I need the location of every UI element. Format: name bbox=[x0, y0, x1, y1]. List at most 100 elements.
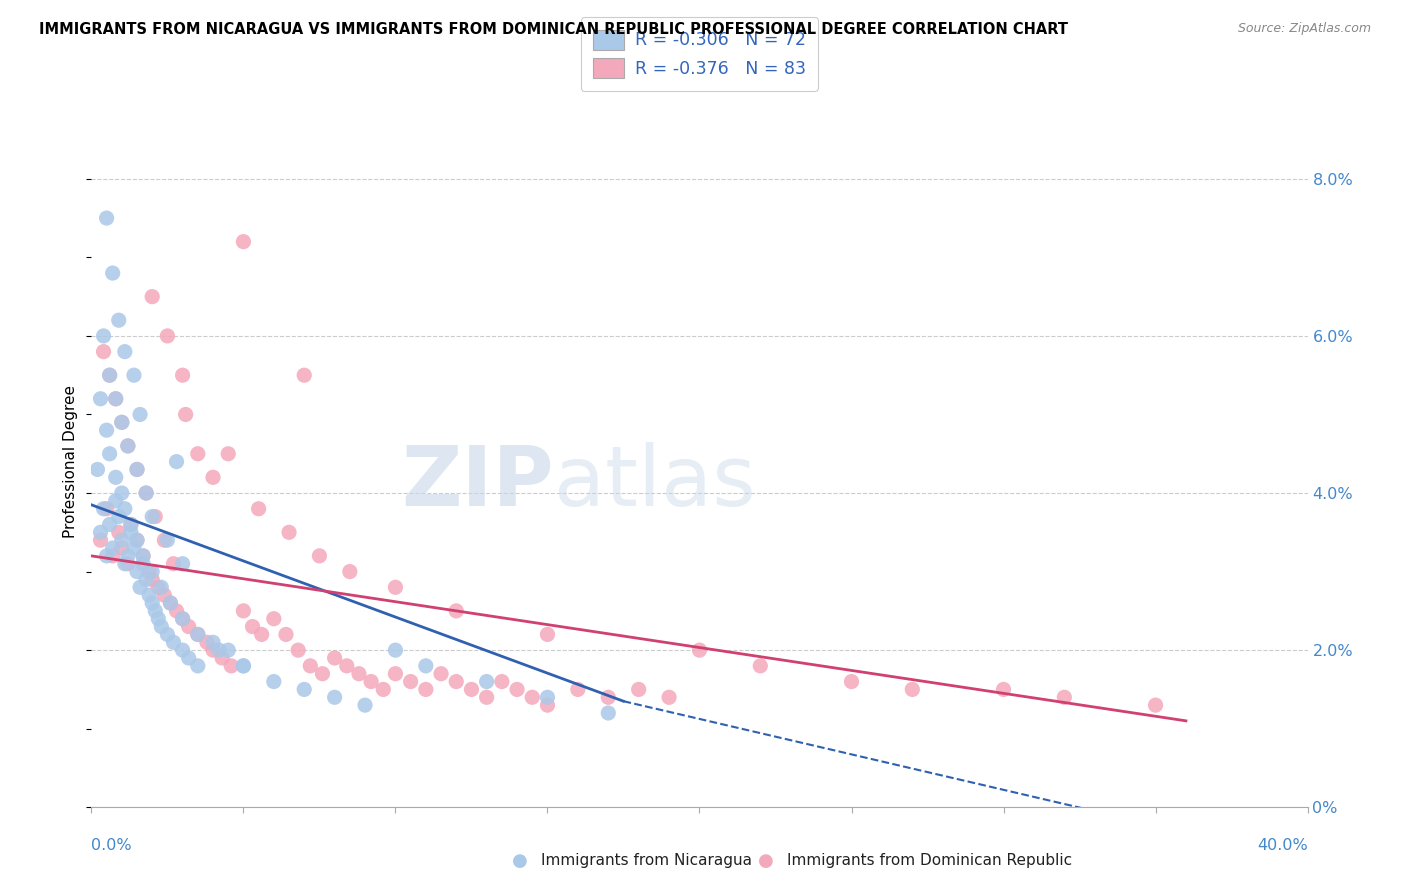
Point bbox=[384, 580, 406, 594]
Text: ●: ● bbox=[758, 852, 775, 870]
Point bbox=[219, 658, 242, 673]
Point bbox=[299, 658, 322, 673]
Point bbox=[107, 525, 129, 540]
Point bbox=[536, 698, 558, 713]
Point bbox=[250, 627, 273, 641]
Point bbox=[430, 666, 453, 681]
Point bbox=[172, 643, 194, 657]
Point bbox=[159, 596, 181, 610]
Text: ZIP: ZIP bbox=[401, 442, 554, 523]
Point bbox=[217, 447, 239, 461]
Point bbox=[114, 344, 136, 359]
Point bbox=[89, 533, 111, 548]
Point bbox=[287, 643, 309, 657]
Point bbox=[354, 698, 377, 713]
Point bbox=[415, 682, 437, 697]
Point bbox=[93, 501, 115, 516]
Point bbox=[347, 666, 370, 681]
Point bbox=[96, 423, 118, 437]
Point bbox=[308, 549, 330, 563]
Point bbox=[187, 627, 209, 641]
Point bbox=[125, 565, 148, 579]
Point bbox=[156, 329, 179, 343]
Point bbox=[627, 682, 650, 697]
Point bbox=[311, 666, 333, 681]
Point bbox=[1053, 690, 1076, 705]
Point bbox=[111, 415, 134, 429]
Point bbox=[141, 565, 163, 579]
Point bbox=[187, 627, 209, 641]
Point bbox=[132, 549, 155, 563]
Point bbox=[141, 290, 163, 304]
Point bbox=[107, 313, 129, 327]
Point bbox=[166, 455, 188, 469]
Point bbox=[339, 565, 361, 579]
Point bbox=[143, 604, 166, 618]
Point bbox=[101, 549, 124, 563]
Point bbox=[174, 408, 197, 422]
Point bbox=[96, 549, 118, 563]
Point bbox=[901, 682, 924, 697]
Point bbox=[384, 666, 406, 681]
Point bbox=[96, 211, 118, 225]
Point bbox=[156, 533, 179, 548]
Point bbox=[475, 674, 498, 689]
Point bbox=[135, 486, 157, 500]
Point bbox=[598, 706, 620, 720]
Point bbox=[323, 651, 346, 665]
Point bbox=[415, 658, 437, 673]
Point bbox=[202, 643, 225, 657]
Point bbox=[292, 368, 315, 383]
Text: 0.0%: 0.0% bbox=[91, 838, 132, 853]
Point bbox=[125, 462, 148, 476]
Point bbox=[132, 557, 155, 571]
Point bbox=[153, 588, 176, 602]
Point bbox=[98, 517, 121, 532]
Point bbox=[187, 447, 209, 461]
Point bbox=[232, 235, 254, 249]
Point bbox=[172, 557, 194, 571]
Point bbox=[156, 627, 179, 641]
Point bbox=[117, 439, 139, 453]
Point bbox=[278, 525, 301, 540]
Point bbox=[143, 509, 166, 524]
Point bbox=[195, 635, 218, 649]
Point bbox=[177, 619, 200, 633]
Point bbox=[263, 612, 285, 626]
Point bbox=[135, 573, 157, 587]
Point bbox=[89, 392, 111, 406]
Point bbox=[122, 541, 145, 555]
Point bbox=[150, 619, 173, 633]
Point bbox=[98, 447, 121, 461]
Point bbox=[104, 392, 127, 406]
Point bbox=[232, 604, 254, 618]
Point bbox=[263, 674, 285, 689]
Point bbox=[292, 682, 315, 697]
Point bbox=[232, 658, 254, 673]
Point bbox=[211, 651, 233, 665]
Point bbox=[125, 533, 148, 548]
Point bbox=[111, 486, 134, 500]
Text: Immigrants from Nicaragua: Immigrants from Nicaragua bbox=[541, 854, 752, 868]
Point bbox=[111, 415, 134, 429]
Text: Immigrants from Dominican Republic: Immigrants from Dominican Republic bbox=[787, 854, 1073, 868]
Text: IMMIGRANTS FROM NICARAGUA VS IMMIGRANTS FROM DOMINICAN REPUBLIC PROFESSIONAL DEG: IMMIGRANTS FROM NICARAGUA VS IMMIGRANTS … bbox=[39, 22, 1069, 37]
Point bbox=[162, 557, 184, 571]
Text: ●: ● bbox=[512, 852, 529, 870]
Point bbox=[101, 541, 124, 555]
Point bbox=[658, 690, 681, 705]
Point bbox=[98, 368, 121, 383]
Point bbox=[104, 470, 127, 484]
Point bbox=[101, 266, 124, 280]
Point bbox=[841, 674, 863, 689]
Point bbox=[242, 619, 264, 633]
Point bbox=[98, 368, 121, 383]
Point bbox=[323, 690, 346, 705]
Point bbox=[360, 674, 382, 689]
Point bbox=[506, 682, 529, 697]
Point bbox=[129, 408, 152, 422]
Point bbox=[141, 573, 163, 587]
Point bbox=[688, 643, 710, 657]
Point bbox=[475, 690, 498, 705]
Legend: R = -0.306   N = 72, R = -0.376   N = 83: R = -0.306 N = 72, R = -0.376 N = 83 bbox=[581, 18, 818, 91]
